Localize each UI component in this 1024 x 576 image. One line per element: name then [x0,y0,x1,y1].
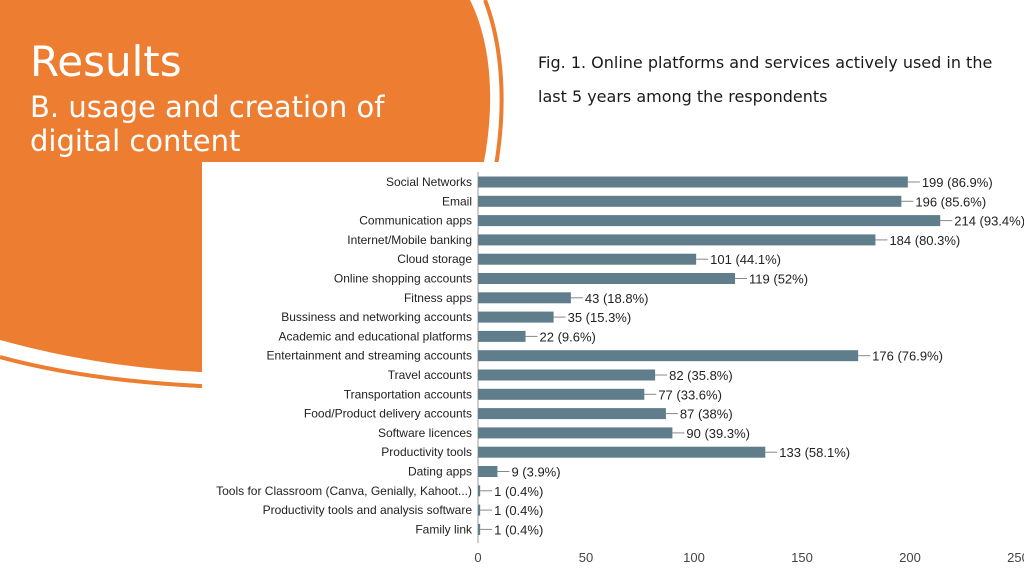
category-label: Email [442,194,472,208]
data-label: 1 (0.4%) [494,503,543,518]
category-label: Cloud storage [397,252,472,266]
category-label: Food/Product delivery accounts [304,407,472,421]
category-label: Tools for Classroom (Canva, Genially, Ka… [216,484,472,498]
data-label: 82 (35.8%) [669,368,733,383]
data-label: 196 (85.6%) [915,194,986,209]
bar [478,408,666,420]
category-label: Productivity tools and analysis software [263,503,473,517]
category-label: Online shopping accounts [334,272,472,286]
data-label: 119 (52%) [749,272,808,287]
category-label: Academic and educational platforms [279,329,472,343]
bar [478,466,498,477]
category-label: Travel accounts [388,368,472,382]
x-tick-label: 100 [683,550,705,565]
bar [478,388,645,400]
data-label: 43 (18.8%) [585,291,649,306]
bar [478,234,876,246]
bar [478,350,859,362]
bar [478,195,902,207]
data-label: 77 (33.6%) [658,387,722,402]
category-label: Software licences [378,426,472,440]
data-label: 214 (93.4%) [954,214,1024,229]
slide-title: Results [30,37,182,86]
bar-chart: Social Networks 199 (86.9%) Email 196 (85.6… [216,172,1024,565]
bar [478,176,908,188]
x-tick-label: 250 [1007,550,1024,565]
bar [478,311,554,323]
bar [478,330,526,342]
bar [478,485,481,497]
bar [478,446,766,458]
category-label: Fitness apps [404,291,472,305]
data-label: 35 (15.3%) [568,310,632,325]
bar [478,427,673,439]
x-tick-label: 200 [899,550,921,565]
bar [478,253,697,265]
bar [478,273,736,284]
category-label: Bussiness and networking accounts [281,310,472,324]
data-label: 90 (39.3%) [686,426,750,441]
x-tick-label: 150 [791,550,813,565]
bar [478,292,571,304]
data-label: 87 (38%) [680,407,733,422]
category-label: Social Networks [386,175,472,189]
bar [478,504,481,516]
data-label: 9 (3.9%) [511,465,560,480]
bar [478,215,941,227]
category-label: Family link [415,522,473,536]
data-label: 1 (0.4%) [494,522,543,537]
data-label: 176 (76.9%) [872,349,943,364]
category-label: Communication apps [359,214,472,228]
data-label: 22 (9.6%) [540,329,596,344]
bar [478,523,481,535]
data-label: 184 (80.3%) [889,233,960,248]
category-label: Dating apps [408,465,472,479]
category-label: Internet/Mobile banking [347,233,472,247]
x-tick-label: 50 [579,550,593,565]
category-label: Transportation accounts [344,387,472,401]
category-label: Productivity tools [381,445,472,459]
data-label: 133 (58.1%) [779,445,850,460]
bar [478,369,656,381]
data-label: 199 (86.9%) [922,175,993,190]
category-label: Entertainment and streaming accounts [267,349,472,363]
data-label: 1 (0.4%) [494,484,543,499]
x-tick-label: 0 [474,550,481,565]
chart-panel: Social Networks 199 (86.9%) Email 196 (85.6… [202,162,1024,576]
data-label: 101 (44.1%) [710,252,781,267]
figure-caption: Fig. 1. Online platforms and services ac… [538,53,993,106]
slide-subtitle: B. usage and creation of digital content [30,90,385,158]
